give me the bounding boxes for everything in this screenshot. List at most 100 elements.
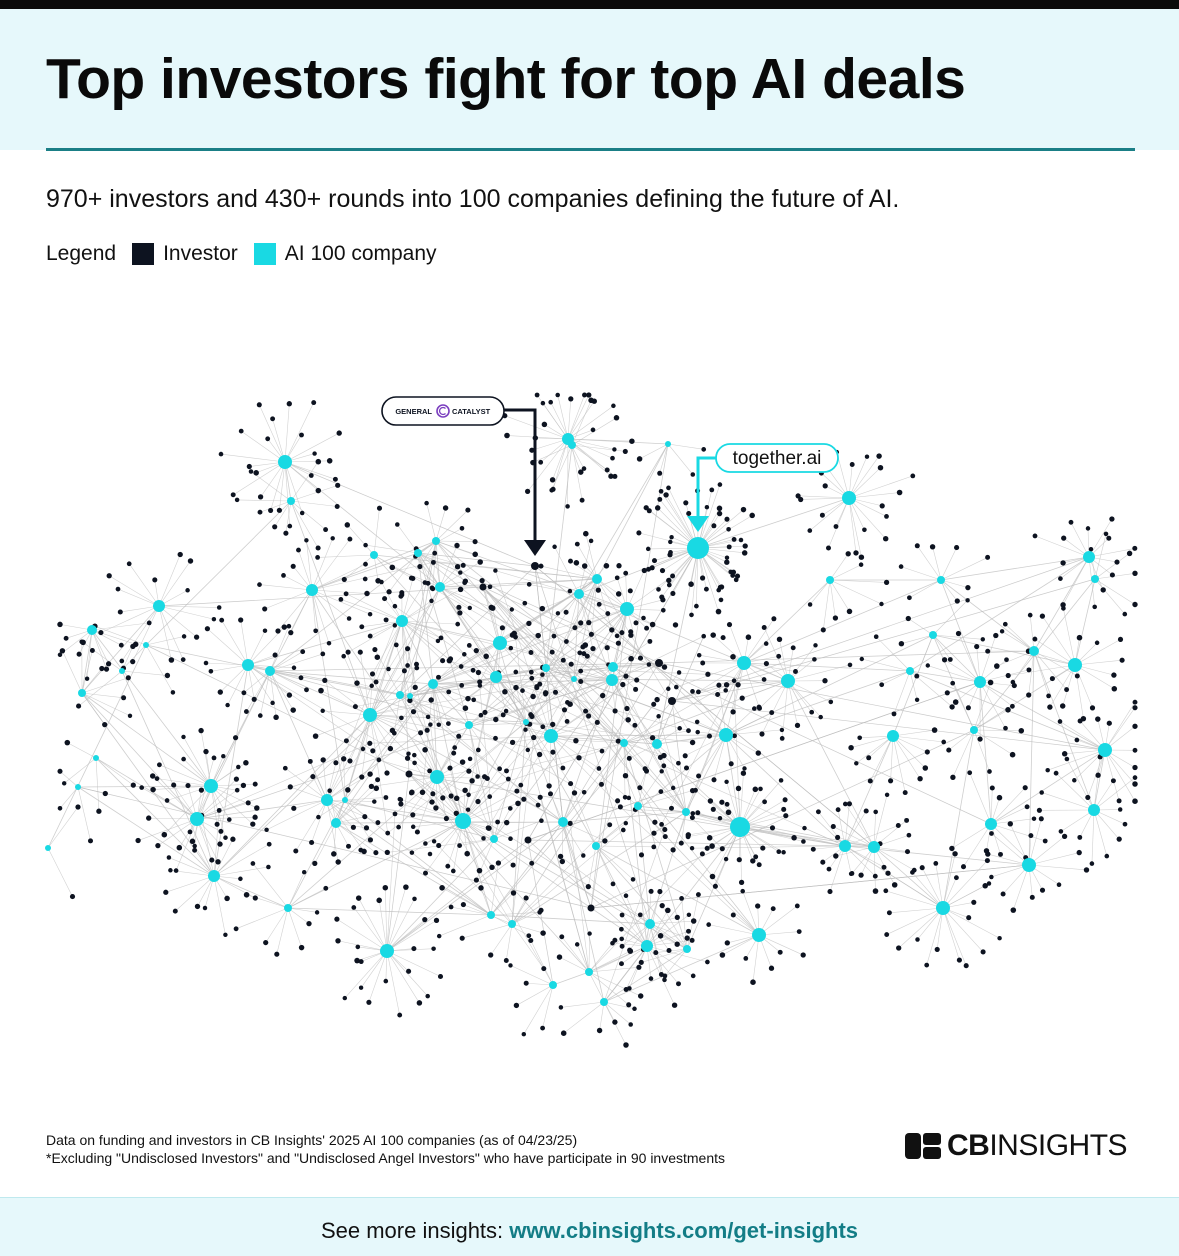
investor-node xyxy=(706,733,713,739)
network-edge xyxy=(485,656,527,723)
network-edge xyxy=(157,818,198,846)
investor-node xyxy=(830,823,836,830)
network-edge xyxy=(550,735,600,769)
investor-node xyxy=(624,705,630,712)
network-edge xyxy=(247,620,403,666)
investor-node xyxy=(632,722,638,728)
network-edge xyxy=(439,578,598,588)
investor-node xyxy=(778,778,784,783)
investor-node xyxy=(457,843,462,848)
network-edge xyxy=(359,652,371,716)
network-edge xyxy=(660,491,699,549)
investor-node xyxy=(568,781,574,787)
ai100-company-node xyxy=(839,840,851,852)
investor-node xyxy=(608,473,614,479)
network-edge xyxy=(623,730,689,744)
network-edge xyxy=(361,620,403,628)
investor-node xyxy=(452,745,458,750)
network-edge xyxy=(335,822,367,829)
investor-node xyxy=(481,836,486,841)
investor-node xyxy=(1114,559,1120,565)
investor-node xyxy=(1031,816,1037,821)
investor-node xyxy=(395,522,400,527)
network-edge xyxy=(269,670,434,685)
investor-node xyxy=(613,415,620,421)
network-edge xyxy=(279,461,286,511)
investor-node xyxy=(651,701,657,707)
network-edge xyxy=(477,801,495,840)
investor-node xyxy=(1064,756,1070,762)
network-edge xyxy=(413,683,434,712)
investor-node xyxy=(849,462,855,467)
investor-node xyxy=(637,785,643,791)
investor-node xyxy=(392,603,398,609)
network-edge xyxy=(697,497,850,549)
investor-node xyxy=(443,815,449,822)
investor-node xyxy=(105,661,112,667)
investor-node xyxy=(1029,894,1035,900)
investor-node xyxy=(648,888,654,894)
network-edge xyxy=(137,818,198,841)
investor-node xyxy=(997,935,1002,941)
investor-node xyxy=(963,963,969,969)
network-edge xyxy=(287,888,326,909)
network-edge xyxy=(462,790,518,822)
investor-node xyxy=(334,916,340,922)
investor-node xyxy=(307,758,313,764)
investor-node xyxy=(576,755,582,761)
investor-node xyxy=(406,968,412,974)
investor-node xyxy=(884,932,890,938)
investor-node xyxy=(216,605,222,610)
investor-node xyxy=(989,785,995,791)
investor-node xyxy=(965,584,971,591)
investor-node xyxy=(1116,836,1122,842)
investor-node xyxy=(246,463,252,470)
investor-node xyxy=(989,874,994,880)
network-edge xyxy=(779,639,789,682)
investor-node xyxy=(757,705,762,711)
network-edge xyxy=(584,565,628,610)
investor-node xyxy=(677,726,682,731)
investor-node xyxy=(250,821,256,827)
ai100-company-node xyxy=(652,739,662,749)
investor-node xyxy=(879,682,885,688)
network-edge xyxy=(588,971,641,997)
network-edge xyxy=(649,923,662,975)
network-edge xyxy=(277,589,313,632)
investor-node xyxy=(549,477,556,483)
investor-node xyxy=(245,800,251,806)
investor-node xyxy=(695,810,701,816)
network-edge xyxy=(829,579,850,612)
network-edge xyxy=(1055,772,1095,811)
network-edge xyxy=(574,608,628,628)
investor-node xyxy=(636,456,643,462)
legend-label-investor: Investor xyxy=(163,242,238,265)
network-edge xyxy=(456,742,625,799)
investor-node xyxy=(558,1005,564,1010)
network-edge xyxy=(482,586,992,825)
investor-node xyxy=(724,555,730,560)
legend-swatch-investor xyxy=(132,243,155,265)
network-edge xyxy=(588,933,590,973)
network-edge xyxy=(369,714,421,734)
footer-link[interactable]: www.cbinsights.com/get-insights xyxy=(509,1218,859,1243)
investor-node xyxy=(688,581,694,587)
investor-node xyxy=(515,800,521,807)
investor-node xyxy=(475,669,482,676)
investor-node xyxy=(472,539,478,545)
network-edge xyxy=(671,556,1090,702)
network-edge xyxy=(520,735,552,786)
investor-node xyxy=(696,773,702,779)
investor-node xyxy=(716,505,723,512)
network-edge xyxy=(595,845,648,947)
investor-node xyxy=(306,920,312,927)
investor-node xyxy=(161,831,168,838)
investor-node xyxy=(986,881,992,886)
investor-node xyxy=(466,792,471,798)
network-edge xyxy=(620,806,760,936)
network-edge xyxy=(287,872,305,909)
investor-node xyxy=(832,615,839,621)
investor-node xyxy=(102,721,108,728)
investor-node xyxy=(459,525,465,531)
investor-node xyxy=(96,808,102,814)
